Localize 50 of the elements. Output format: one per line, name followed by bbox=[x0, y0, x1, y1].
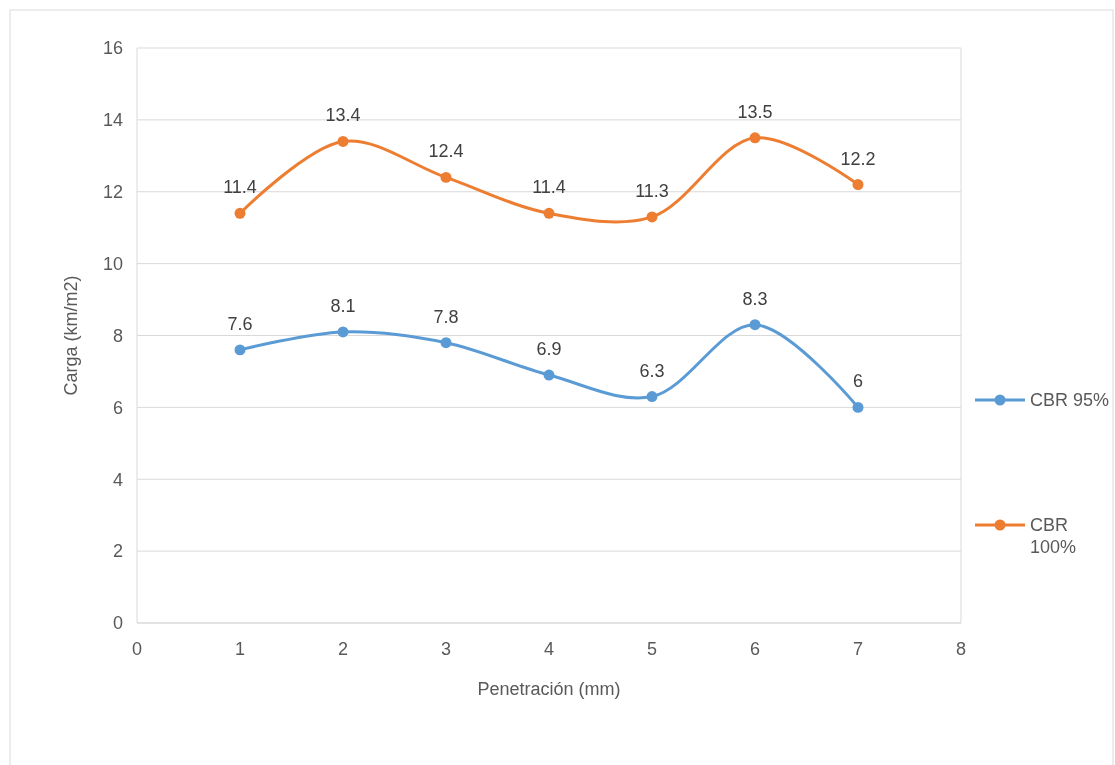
data-label: 11.4 bbox=[223, 177, 257, 198]
data-label: 12.2 bbox=[840, 148, 876, 169]
y-tick-label: 6 bbox=[112, 397, 123, 418]
y-tick-label: 12 bbox=[102, 182, 123, 203]
data-label: 6 bbox=[852, 371, 864, 392]
data-label: 7.6 bbox=[227, 313, 253, 334]
point bbox=[234, 207, 246, 219]
y-tick-label: 4 bbox=[112, 469, 123, 490]
data-label: 11.3 bbox=[635, 180, 669, 201]
y-tick-label: 2 bbox=[112, 541, 123, 562]
data-label: 13.4 bbox=[325, 105, 361, 126]
data-label: 8.1 bbox=[330, 295, 356, 316]
x-tick-label: 6 bbox=[749, 639, 761, 659]
legend-label: CBR 95% bbox=[1030, 390, 1110, 411]
x-tick-label: 5 bbox=[646, 639, 658, 659]
point bbox=[440, 337, 452, 349]
y-tick-label: 10 bbox=[102, 253, 123, 274]
point bbox=[543, 369, 555, 381]
point bbox=[543, 207, 555, 219]
point bbox=[852, 401, 864, 413]
y-tick-label: 0 bbox=[112, 613, 123, 634]
x-tick-label: 8 bbox=[955, 639, 967, 659]
y-tick-label: 14 bbox=[102, 110, 123, 131]
y-tick-label: 8 bbox=[112, 325, 123, 346]
data-label: 6.9 bbox=[536, 339, 562, 360]
point bbox=[749, 132, 761, 144]
point bbox=[646, 391, 658, 403]
x-axis-title: Penetración (mm) bbox=[477, 679, 621, 699]
x-tick-label: 0 bbox=[131, 639, 143, 659]
x-tick-label: 3 bbox=[440, 639, 452, 659]
legend-label: CBR 100% bbox=[1030, 515, 1077, 557]
data-label: 7.8 bbox=[433, 306, 459, 327]
data-label: 8.3 bbox=[742, 288, 768, 309]
point bbox=[440, 171, 452, 183]
data-label: 12.4 bbox=[428, 141, 464, 162]
point bbox=[852, 179, 864, 191]
y-axis-title: Carga (km/m2) bbox=[61, 275, 81, 396]
point bbox=[337, 135, 349, 147]
data-label: 11.4 bbox=[532, 177, 566, 198]
point bbox=[337, 326, 349, 338]
y-tick-label: 16 bbox=[102, 38, 123, 59]
point bbox=[749, 319, 761, 331]
x-tick-label: 1 bbox=[234, 639, 246, 659]
point bbox=[646, 211, 658, 223]
x-tick-label: 2 bbox=[337, 639, 349, 659]
point bbox=[234, 344, 246, 356]
x-tick-label: 4 bbox=[543, 639, 555, 659]
x-tick-label: 7 bbox=[852, 639, 864, 659]
data-label: 6.3 bbox=[639, 360, 665, 381]
data-label: 13.5 bbox=[737, 101, 773, 122]
